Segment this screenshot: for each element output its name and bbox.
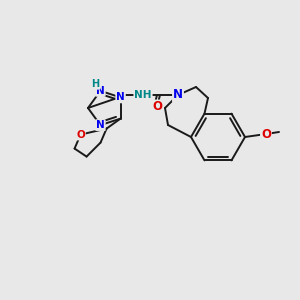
Text: O: O — [261, 128, 271, 140]
Text: N: N — [96, 120, 105, 130]
Text: N: N — [173, 88, 183, 101]
Text: O: O — [152, 100, 162, 113]
Text: H: H — [92, 79, 100, 89]
Text: N: N — [116, 92, 125, 102]
Text: NH: NH — [134, 90, 152, 100]
Text: N: N — [96, 86, 105, 96]
Text: O: O — [76, 130, 85, 140]
